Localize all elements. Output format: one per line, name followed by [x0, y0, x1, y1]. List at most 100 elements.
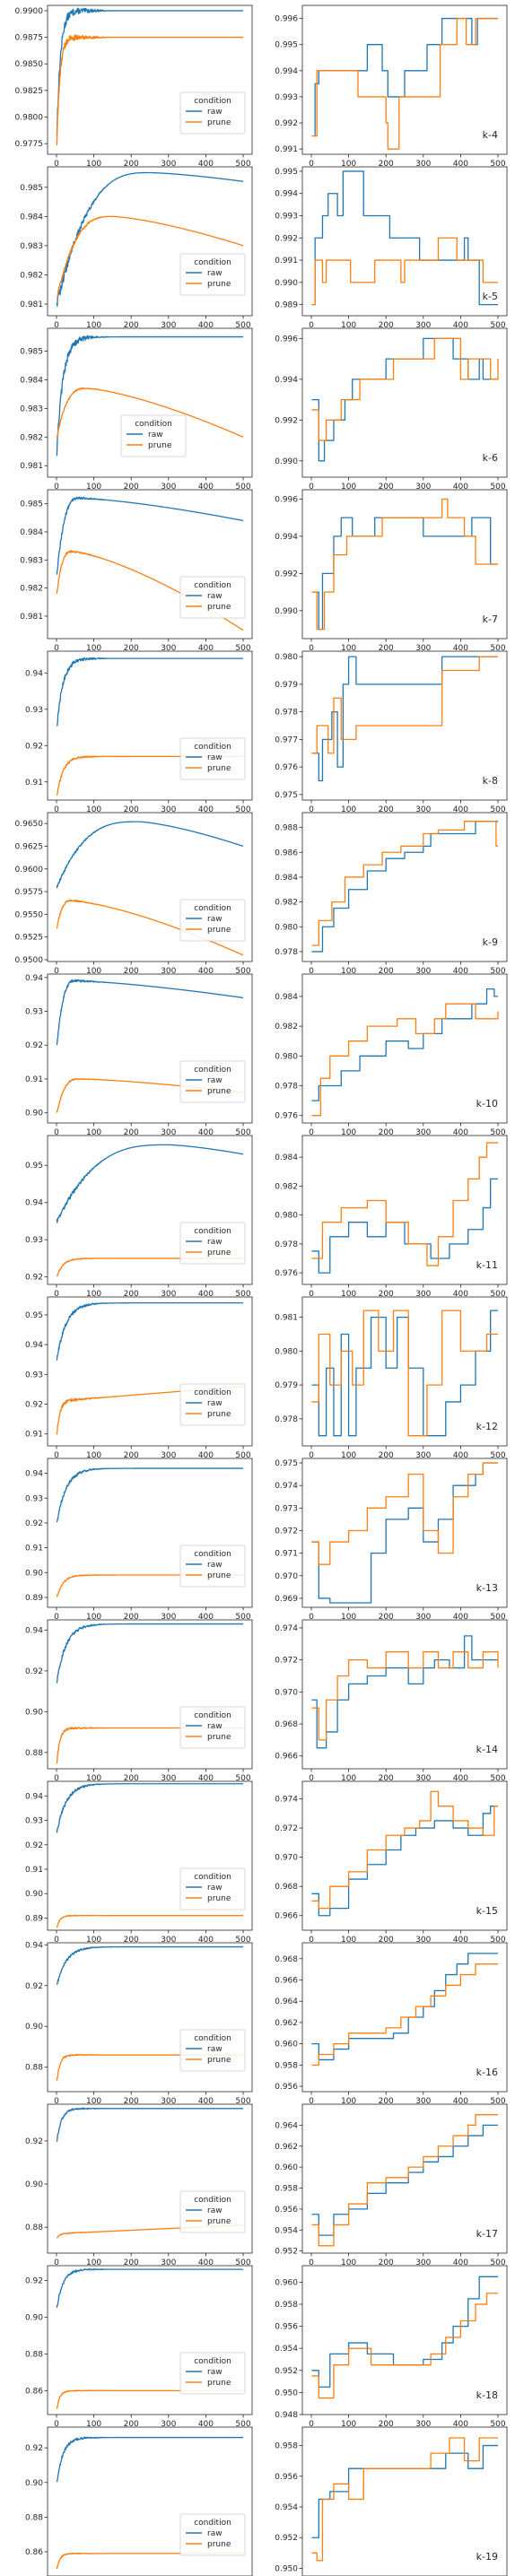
subplot-k-label: k-18	[476, 2389, 498, 2401]
series-line-prune	[56, 215, 244, 299]
series-line-raw	[56, 979, 244, 1046]
x-tick-label: 500	[235, 805, 250, 814]
y-tick-label: 0.9550	[15, 910, 44, 919]
x-tick-label: 400	[453, 1613, 468, 1622]
x-tick-label: 500	[235, 1128, 250, 1137]
x-tick-label: 200	[379, 644, 394, 653]
y-tick-label: 0.956	[275, 2473, 298, 2482]
x-tick-label: 300	[415, 1774, 431, 1783]
series-line-raw	[311, 170, 499, 306]
y-tick-label: 0.960	[275, 2278, 298, 2287]
legend-label-raw: raw	[207, 1561, 223, 1570]
x-tick-label: 500	[235, 2258, 250, 2267]
x-tick-label: 400	[453, 2420, 468, 2429]
legend-title: condition	[194, 1227, 231, 1236]
series-line-raw	[311, 337, 499, 462]
y-tick-label: 0.985	[20, 184, 43, 193]
axes-frame	[301, 2103, 508, 2254]
y-tick-label: 0.996	[275, 335, 298, 344]
x-tick-label: 300	[161, 805, 176, 814]
series-line-prune	[311, 1963, 499, 2067]
x-tick-label: 200	[124, 1128, 139, 1137]
x-tick-label: 300	[415, 2097, 431, 2106]
chart-panel-left-2: 0.981 0.982 0.983 0.984 0.985 0 100 200 300 400 50…	[20, 327, 253, 492]
legend-box	[120, 414, 187, 457]
x-tick-label: 300	[415, 1451, 431, 1460]
y-tick-label: 0.993	[275, 213, 298, 222]
x-tick-label: 500	[235, 1451, 250, 1460]
y-tick-label: 0.86	[25, 2548, 43, 2557]
y-tick-label: 0.94	[25, 669, 43, 678]
y-tick-label: 0.958	[275, 2442, 298, 2451]
chart-panel-left-0: 0.9775 0.9800 0.9825 0.9850 0.9875 0.9900 0 100…	[15, 4, 253, 169]
y-tick-label: 0.9525	[15, 934, 44, 943]
series-line-prune	[311, 2437, 499, 2562]
y-tick-label: 0.976	[275, 1112, 298, 1121]
subplot-k-label: k-4	[483, 129, 498, 141]
x-tick-label: 100	[341, 1613, 356, 1622]
y-tick-label: 0.996	[275, 15, 298, 24]
x-tick-label: 0	[54, 1613, 59, 1622]
legend-title: condition	[194, 904, 231, 913]
x-tick-label: 0	[309, 1613, 314, 1622]
x-tick-label: 200	[379, 1290, 394, 1299]
x-tick-label: 400	[453, 805, 468, 814]
y-tick-label: 0.962	[275, 2019, 298, 2028]
legend-label-prune: prune	[207, 2217, 231, 2226]
y-tick-label: 0.995	[275, 168, 298, 177]
x-tick-label: 100	[86, 1128, 101, 1137]
x-tick-label: 0	[309, 2097, 314, 2106]
x-tick-label: 500	[490, 483, 505, 492]
axes-frame	[47, 1780, 253, 1931]
legend-title: condition	[194, 743, 231, 752]
x-tick-label: 200	[124, 321, 139, 330]
chart-panel-left-9: 0.89 0.90 0.91 0.92 0.93 0.94 0 100 200 300 400 500…	[25, 1458, 253, 1622]
x-tick-label: 0	[309, 1451, 314, 1460]
series-line-prune	[311, 17, 499, 150]
x-tick-label: 200	[379, 2420, 394, 2429]
series-line-prune	[311, 1142, 499, 1266]
series-line-raw	[56, 1783, 244, 1833]
legend-label-raw: raw	[207, 1399, 223, 1408]
x-tick-label: 100	[86, 644, 101, 653]
x-tick-label: 500	[490, 160, 505, 169]
y-tick-label: 0.984	[275, 1153, 298, 1162]
x-tick-label: 500	[235, 1774, 250, 1783]
x-tick-label: 100	[86, 1613, 101, 1622]
y-tick-label: 0.90	[25, 2023, 43, 2032]
y-tick-label: 0.985	[20, 500, 43, 509]
legend-label-prune: prune	[207, 764, 231, 773]
y-tick-label: 0.960	[275, 2041, 298, 2049]
x-tick-label: 300	[415, 2420, 431, 2429]
x-tick-label: 200	[379, 1128, 394, 1137]
y-tick-label: 0.984	[275, 874, 298, 883]
legend-label-raw: raw	[207, 1722, 223, 1731]
legend-box	[179, 253, 246, 296]
x-tick-label: 400	[453, 1936, 468, 1945]
x-tick-label: 200	[379, 2258, 394, 2267]
y-tick-label: 0.9800	[15, 114, 44, 123]
series-line-prune	[311, 1003, 499, 1117]
legend-box	[179, 2190, 246, 2233]
x-tick-label: 300	[161, 1451, 176, 1460]
axes-frame	[301, 1458, 508, 1608]
x-tick-label: 200	[124, 1936, 139, 1945]
x-tick-label: 500	[490, 805, 505, 814]
y-tick-label: 0.982	[275, 899, 298, 908]
y-tick-label: 0.9900	[15, 7, 44, 16]
subplot-k-label: k-5	[483, 291, 498, 302]
legend-label-raw: raw	[207, 269, 223, 278]
x-tick-label: 200	[124, 967, 139, 976]
x-tick-label: 200	[124, 805, 139, 814]
y-tick-label: 0.958	[275, 2301, 298, 2310]
y-tick-label: 0.9850	[15, 60, 44, 69]
chart-panel-left-7: 0.92 0.93 0.94 0.95 0 100 200 300 400 500 conditio…	[25, 1135, 253, 1299]
chart-panel-left-8: 0.91 0.92 0.93 0.94 0.95 0 100 200 300 400 500 cond…	[25, 1296, 253, 1460]
x-tick-label: 200	[379, 805, 394, 814]
x-tick-label: 200	[124, 1613, 139, 1622]
x-tick-label: 500	[235, 967, 250, 976]
x-tick-label: 0	[54, 644, 59, 653]
